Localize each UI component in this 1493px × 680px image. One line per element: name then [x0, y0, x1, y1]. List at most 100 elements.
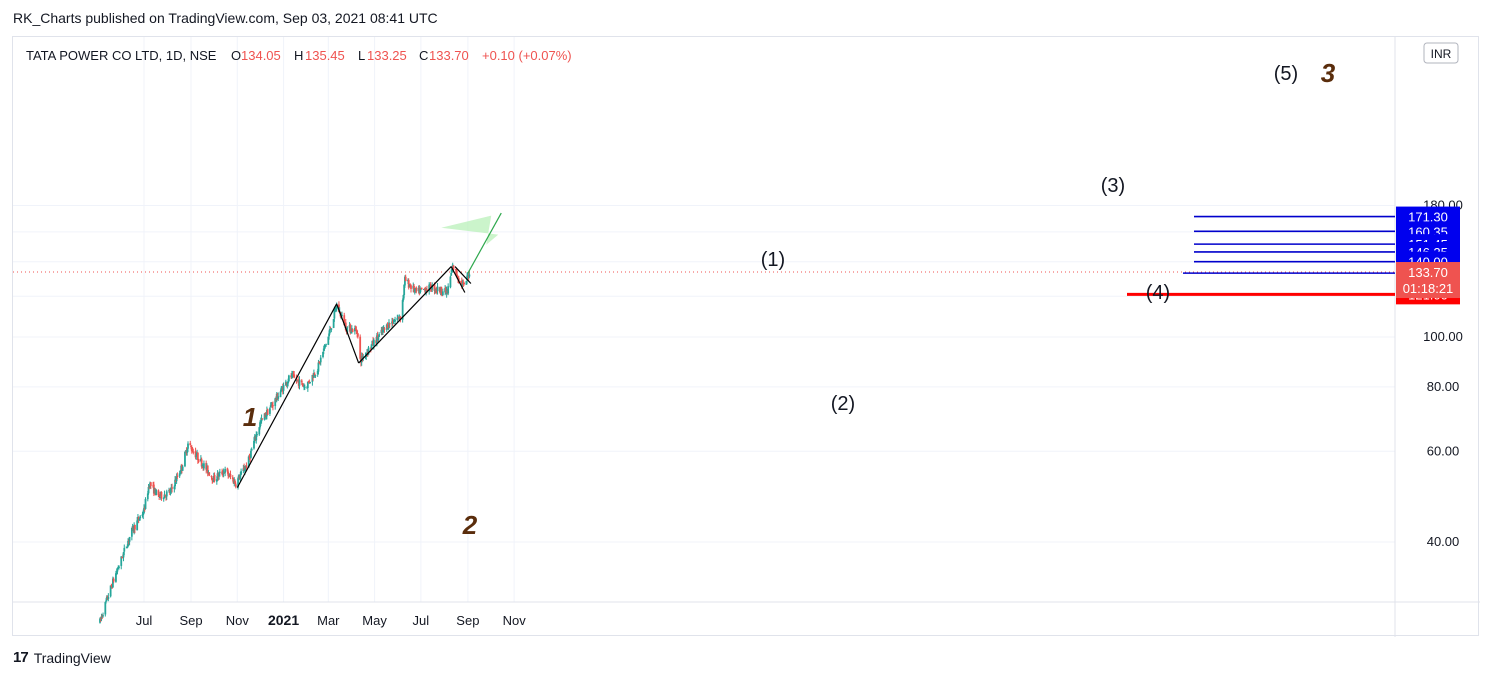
candle-body — [282, 385, 285, 391]
legend-open-label: O — [231, 48, 241, 63]
candle-body — [369, 348, 372, 350]
candle-body — [341, 314, 343, 316]
candle-body — [410, 285, 412, 289]
x-tick-label: Jul — [136, 613, 153, 628]
candle-body — [192, 451, 195, 453]
candle-body — [269, 408, 271, 414]
candle-body — [259, 421, 262, 423]
candle-body — [117, 568, 120, 570]
candle-body — [258, 427, 261, 435]
candle-body — [99, 618, 101, 623]
last-price-countdown: 01:18:21 — [1403, 281, 1454, 296]
candle-body — [155, 489, 158, 495]
candle-body — [146, 493, 149, 500]
candle-body — [322, 348, 325, 351]
trend-line[interactable] — [236, 303, 338, 488]
candle-body — [420, 287, 423, 290]
candle-body — [126, 546, 129, 548]
legend-high-value: 135.45 — [305, 48, 345, 63]
candle-body — [228, 475, 230, 477]
candle-body — [387, 328, 390, 330]
candle-body — [333, 310, 336, 319]
candle-body — [266, 409, 269, 415]
candle-body — [137, 517, 140, 521]
candle-body — [215, 479, 218, 482]
trend-line[interactable] — [454, 266, 472, 284]
candle-body — [447, 286, 450, 294]
candle-body — [413, 285, 415, 292]
x-tick-label: Sep — [179, 613, 202, 628]
drawings[interactable] — [13, 212, 1395, 488]
candle-body — [346, 327, 349, 333]
candle-body — [436, 286, 439, 292]
candle-body — [174, 479, 176, 487]
footer-brand[interactable]: TradingView — [33, 649, 111, 666]
candle-body — [133, 525, 136, 530]
candle-body — [272, 405, 274, 407]
candle-body — [335, 309, 337, 311]
candle-body — [187, 443, 189, 449]
candle-body — [370, 344, 373, 349]
legend-low-value: 133.25 — [367, 48, 407, 63]
time-axis[interactable]: Jul Sep Nov 2021 Mar May Jul Sep Nov — [136, 612, 527, 628]
trend-line[interactable] — [358, 266, 452, 364]
candle-body — [144, 499, 147, 509]
candle-body — [391, 320, 394, 324]
candle-body — [386, 324, 389, 330]
candle-body — [218, 471, 221, 473]
candle-body — [259, 422, 261, 428]
candle-body — [127, 540, 129, 547]
candle-body — [419, 289, 421, 294]
elliott-wave-label: (2) — [831, 393, 855, 415]
legend-symbol: TATA POWER CO LTD, 1D, NSE — [26, 48, 217, 63]
candle-body — [227, 471, 230, 476]
tradingview-logo-icon: 17 — [13, 649, 29, 666]
candle-body — [429, 284, 432, 290]
candle-body — [190, 446, 192, 448]
candle-body — [463, 282, 465, 285]
candle-body — [382, 329, 384, 333]
candle-body — [323, 345, 326, 349]
candle-body — [300, 380, 303, 383]
candle-body — [428, 284, 431, 292]
candle-body — [328, 333, 330, 337]
candle-body — [184, 451, 186, 467]
candle-body — [157, 490, 160, 496]
price-axis[interactable]: 40.0060.0080.00100.00180.00171.30160.351… — [1396, 197, 1463, 549]
candle-body — [402, 295, 405, 301]
legend-close-value: 133.70 — [429, 48, 469, 63]
candle-body — [136, 520, 139, 531]
candle-body — [382, 327, 385, 330]
candle-body — [237, 478, 239, 488]
candle-body — [173, 486, 176, 489]
x-tick-label: Nov — [503, 613, 527, 628]
candle-body — [118, 566, 120, 568]
candle-body — [377, 336, 380, 340]
price-chart[interactable]: (1) (2) (3) (4) (5) 1 2 3 40.00 60.00 80.00 100.00… — [13, 37, 1480, 637]
trend-line[interactable] — [450, 266, 466, 293]
projection-line[interactable] — [467, 212, 502, 274]
currency-label: INR — [1431, 47, 1452, 61]
candle-body — [449, 276, 452, 288]
elliott-wave-label: (3) — [1101, 175, 1125, 197]
candle-body — [189, 443, 192, 446]
candle-body — [383, 328, 386, 330]
x-tick-label: Mar — [317, 613, 340, 628]
candle-body — [107, 596, 110, 599]
currency-badge[interactable]: INR — [1423, 42, 1459, 64]
candle-body — [430, 289, 433, 291]
trend-line[interactable] — [336, 303, 360, 364]
candle-body — [160, 492, 163, 499]
candle-body — [194, 451, 197, 458]
candle-body — [328, 329, 331, 334]
candle-body — [394, 319, 396, 322]
candle-body — [314, 375, 317, 377]
candle-body — [143, 507, 145, 514]
candle-body — [465, 281, 468, 285]
x-tick-label: Sep — [456, 613, 479, 628]
candle-body — [105, 600, 107, 602]
candle-body — [367, 347, 370, 355]
candle-body — [293, 374, 296, 378]
candle-body — [309, 382, 312, 384]
candle-body — [239, 474, 242, 479]
